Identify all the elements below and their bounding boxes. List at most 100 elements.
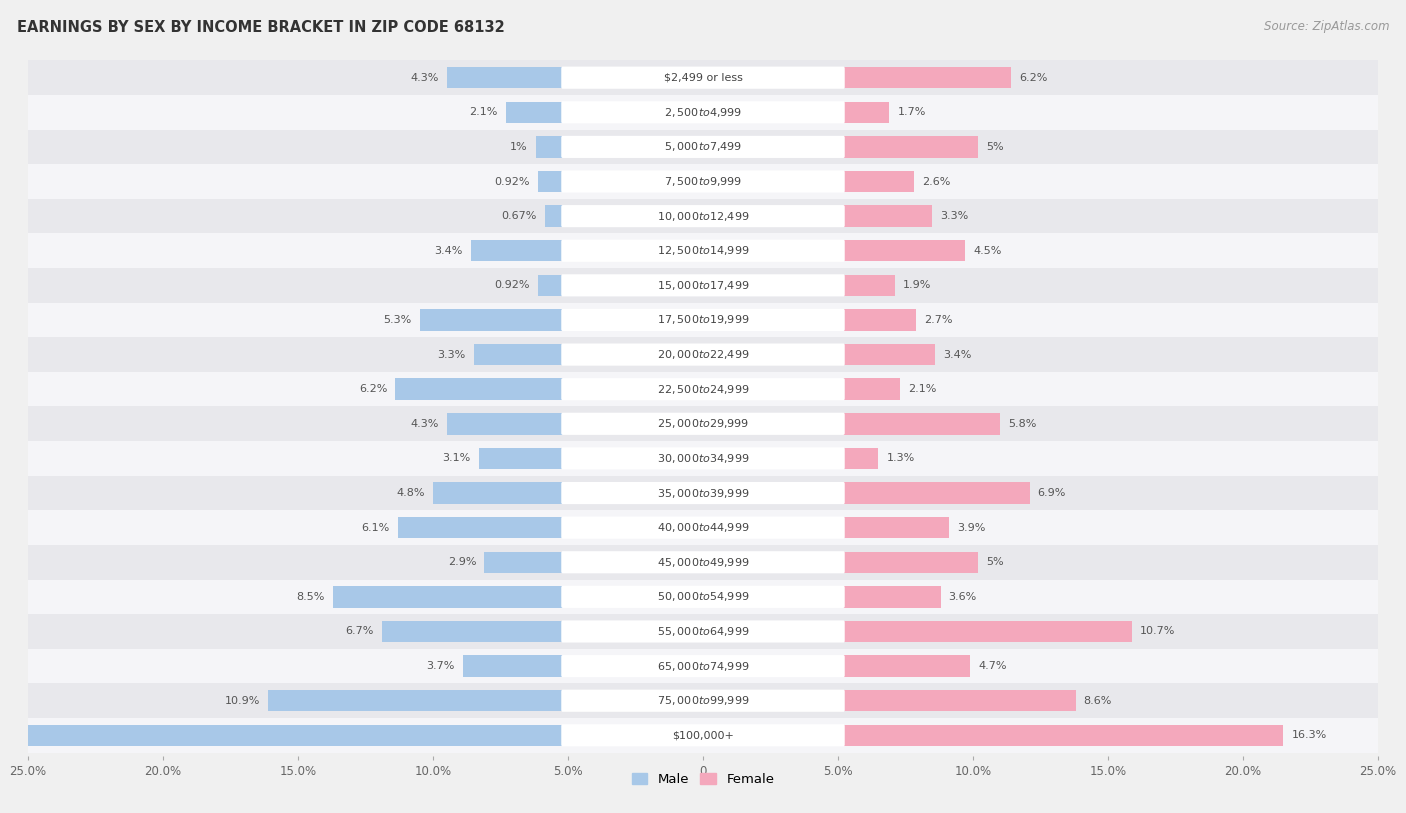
Text: 5.3%: 5.3% — [384, 315, 412, 325]
Text: 0.67%: 0.67% — [501, 211, 537, 221]
Text: $65,000 to $74,999: $65,000 to $74,999 — [657, 659, 749, 672]
FancyBboxPatch shape — [561, 240, 845, 262]
Bar — [844, 240, 965, 262]
Bar — [844, 655, 970, 677]
Text: 5%: 5% — [987, 142, 1004, 152]
Bar — [844, 482, 1029, 504]
Bar — [844, 586, 941, 607]
Text: $5,000 to $7,499: $5,000 to $7,499 — [664, 141, 742, 154]
Bar — [484, 551, 562, 573]
Bar — [479, 448, 562, 469]
Text: 4.8%: 4.8% — [396, 488, 425, 498]
Text: 3.9%: 3.9% — [956, 523, 986, 533]
Text: 3.3%: 3.3% — [437, 350, 465, 359]
Bar — [28, 649, 1378, 684]
Bar — [447, 413, 562, 434]
FancyBboxPatch shape — [561, 482, 845, 504]
Text: $22,500 to $24,999: $22,500 to $24,999 — [657, 383, 749, 396]
Bar — [0, 724, 562, 746]
Bar — [844, 448, 879, 469]
Text: 6.7%: 6.7% — [346, 627, 374, 637]
Bar — [544, 206, 562, 227]
FancyBboxPatch shape — [561, 309, 845, 331]
Bar — [506, 102, 562, 123]
Text: $20,000 to $22,499: $20,000 to $22,499 — [657, 348, 749, 361]
Bar — [269, 690, 562, 711]
FancyBboxPatch shape — [561, 413, 845, 435]
Text: 1%: 1% — [510, 142, 527, 152]
Text: 3.7%: 3.7% — [426, 661, 454, 671]
Bar — [28, 684, 1378, 718]
FancyBboxPatch shape — [561, 274, 845, 297]
Bar — [28, 372, 1378, 406]
Text: $2,500 to $4,999: $2,500 to $4,999 — [664, 106, 742, 119]
Text: 5%: 5% — [987, 557, 1004, 567]
Legend: Male, Female: Male, Female — [626, 767, 780, 791]
Bar — [28, 129, 1378, 164]
Text: $7,500 to $9,999: $7,500 to $9,999 — [664, 175, 742, 188]
Bar — [844, 517, 949, 538]
Text: $35,000 to $39,999: $35,000 to $39,999 — [657, 486, 749, 499]
Text: 8.6%: 8.6% — [1084, 696, 1112, 706]
FancyBboxPatch shape — [561, 689, 845, 712]
Text: 5.8%: 5.8% — [1008, 419, 1036, 428]
Bar — [28, 406, 1378, 441]
FancyBboxPatch shape — [561, 447, 845, 469]
Text: 3.3%: 3.3% — [941, 211, 969, 221]
Bar — [28, 337, 1378, 372]
Text: 4.7%: 4.7% — [979, 661, 1007, 671]
Bar — [471, 240, 562, 262]
Bar — [844, 206, 932, 227]
Bar — [28, 199, 1378, 233]
Bar — [447, 67, 562, 89]
Text: 3.6%: 3.6% — [949, 592, 977, 602]
Bar — [844, 344, 935, 365]
FancyBboxPatch shape — [561, 655, 845, 677]
FancyBboxPatch shape — [561, 67, 845, 89]
FancyBboxPatch shape — [561, 101, 845, 124]
Text: $10,000 to $12,499: $10,000 to $12,499 — [657, 210, 749, 223]
Bar — [536, 136, 562, 158]
Bar — [28, 476, 1378, 511]
FancyBboxPatch shape — [561, 586, 845, 608]
Text: 6.2%: 6.2% — [1019, 72, 1047, 83]
Text: Source: ZipAtlas.com: Source: ZipAtlas.com — [1264, 20, 1389, 33]
FancyBboxPatch shape — [561, 516, 845, 539]
Bar — [28, 441, 1378, 476]
FancyBboxPatch shape — [561, 620, 845, 642]
Text: 0.92%: 0.92% — [494, 280, 530, 290]
Bar — [844, 690, 1076, 711]
Text: 3.4%: 3.4% — [943, 350, 972, 359]
Text: 1.3%: 1.3% — [887, 454, 915, 463]
FancyBboxPatch shape — [561, 205, 845, 227]
Text: $2,499 or less: $2,499 or less — [664, 72, 742, 83]
Text: 4.3%: 4.3% — [411, 419, 439, 428]
Text: $40,000 to $44,999: $40,000 to $44,999 — [657, 521, 749, 534]
FancyBboxPatch shape — [561, 378, 845, 400]
Text: $12,500 to $14,999: $12,500 to $14,999 — [657, 244, 749, 257]
Bar — [537, 275, 562, 296]
Text: $45,000 to $49,999: $45,000 to $49,999 — [657, 556, 749, 569]
Text: 16.3%: 16.3% — [1292, 730, 1327, 741]
Bar — [463, 655, 562, 677]
Bar — [28, 268, 1378, 302]
Text: 2.1%: 2.1% — [908, 385, 936, 394]
Text: 6.2%: 6.2% — [359, 385, 387, 394]
Bar — [844, 136, 979, 158]
Text: 4.5%: 4.5% — [973, 246, 1001, 256]
Bar — [28, 233, 1378, 268]
Text: 6.9%: 6.9% — [1038, 488, 1066, 498]
Bar — [844, 171, 914, 192]
Bar — [844, 413, 1000, 434]
Bar — [844, 102, 889, 123]
Bar — [844, 724, 1284, 746]
FancyBboxPatch shape — [561, 136, 845, 158]
Text: 8.5%: 8.5% — [297, 592, 325, 602]
Text: 2.1%: 2.1% — [470, 107, 498, 117]
Text: 1.9%: 1.9% — [903, 280, 931, 290]
Text: 4.3%: 4.3% — [411, 72, 439, 83]
Bar — [28, 95, 1378, 129]
Bar — [419, 309, 562, 331]
Bar — [474, 344, 562, 365]
Text: $17,500 to $19,999: $17,500 to $19,999 — [657, 314, 749, 327]
